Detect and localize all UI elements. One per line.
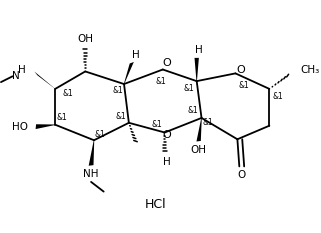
Text: OH: OH <box>191 145 207 155</box>
Text: H: H <box>195 45 203 55</box>
Text: &1: &1 <box>112 86 123 95</box>
Text: O: O <box>236 65 245 75</box>
Text: O: O <box>237 170 245 180</box>
Text: O: O <box>162 130 171 140</box>
Text: &1: &1 <box>155 77 166 86</box>
Text: &1: &1 <box>151 120 162 129</box>
Polygon shape <box>195 58 199 81</box>
Text: CH₃: CH₃ <box>300 65 320 75</box>
Text: O: O <box>162 58 171 68</box>
Text: &1: &1 <box>203 118 213 127</box>
Text: &1: &1 <box>62 89 73 98</box>
Text: N: N <box>12 71 19 81</box>
Text: &1: &1 <box>115 112 126 120</box>
Text: &1: &1 <box>183 84 194 93</box>
Polygon shape <box>89 140 94 166</box>
Polygon shape <box>196 118 202 141</box>
Text: HO: HO <box>12 122 28 132</box>
Text: OH: OH <box>77 34 93 44</box>
Polygon shape <box>124 62 134 84</box>
Text: H: H <box>132 50 140 60</box>
Text: H: H <box>18 65 26 75</box>
Text: H: H <box>163 157 170 167</box>
Text: &1: &1 <box>95 130 106 139</box>
Polygon shape <box>34 72 56 89</box>
Text: &1: &1 <box>239 81 249 89</box>
Text: &1: &1 <box>56 113 67 123</box>
Text: &1: &1 <box>188 106 199 115</box>
Text: HCl: HCl <box>145 198 167 211</box>
Polygon shape <box>36 124 55 129</box>
Text: &1: &1 <box>272 92 283 101</box>
Text: NH: NH <box>83 169 99 179</box>
